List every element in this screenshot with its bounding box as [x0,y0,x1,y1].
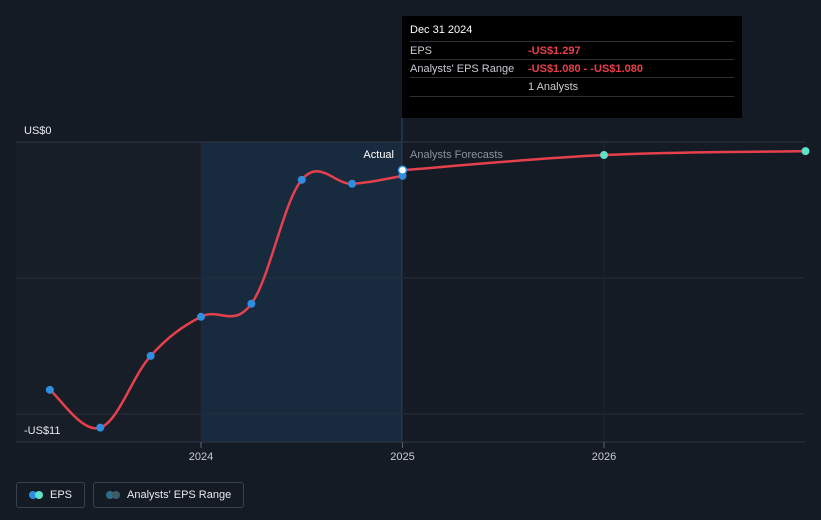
eps-actual-point[interactable] [247,299,256,308]
eps-legend-icon [29,491,43,499]
tooltip-value-analysts: 1 Analysts [528,81,579,93]
tooltip-row-eps: EPS -US$1.297 [410,42,734,60]
highlight-band [201,142,402,442]
eps-forecast-point[interactable] [600,151,608,160]
tooltip-label-range: Analysts' EPS Range [410,62,515,75]
eps-actual-point[interactable] [96,423,105,432]
past-shade [16,142,201,442]
tooltip-label-eps: EPS [410,44,433,57]
tooltip-value-eps: -US$1.297 [528,44,581,57]
eps-forecast-anchor-point[interactable] [397,165,408,175]
tooltip-row-range: Analysts' EPS Range -US$1.080 - -US$1.08… [410,60,734,78]
y-label-top: US$0 [24,125,52,137]
tooltip-row-analysts: 1 Analysts [410,78,734,97]
eps-actual-point[interactable] [45,385,54,394]
tooltip-value-range: -US$1.080 - -US$1.080 [528,62,643,75]
legend-eps[interactable]: EPS [16,482,86,508]
actual-label: Actual [363,149,394,161]
legend: EPS Analysts' EPS Range [16,482,245,508]
eps-forecast-point[interactable] [801,147,810,156]
legend-eps-label: EPS [50,489,73,501]
eps-actual-point[interactable] [348,179,357,188]
tooltip: Dec 31 2024 EPS -US$1.297 Analysts' EPS … [402,16,742,118]
eps-actual-point[interactable] [146,351,155,360]
eps-actual-point[interactable] [197,312,205,321]
x-tick-label: 2025 [390,451,414,463]
range-legend-icon [106,491,121,499]
y-label-bottom: -US$11 [24,425,60,437]
legend-range-label: Analysts' EPS Range [127,489,232,501]
eps-actual-point[interactable] [297,175,306,184]
x-tick-label: 2024 [189,451,213,463]
eps-actual-line [49,170,403,430]
tooltip-date: Dec 31 2024 [410,24,734,42]
x-tick-label: 2026 [592,451,616,463]
legend-range[interactable]: Analysts' EPS Range [93,482,245,508]
forecast-label: Analysts Forecasts [410,149,503,161]
